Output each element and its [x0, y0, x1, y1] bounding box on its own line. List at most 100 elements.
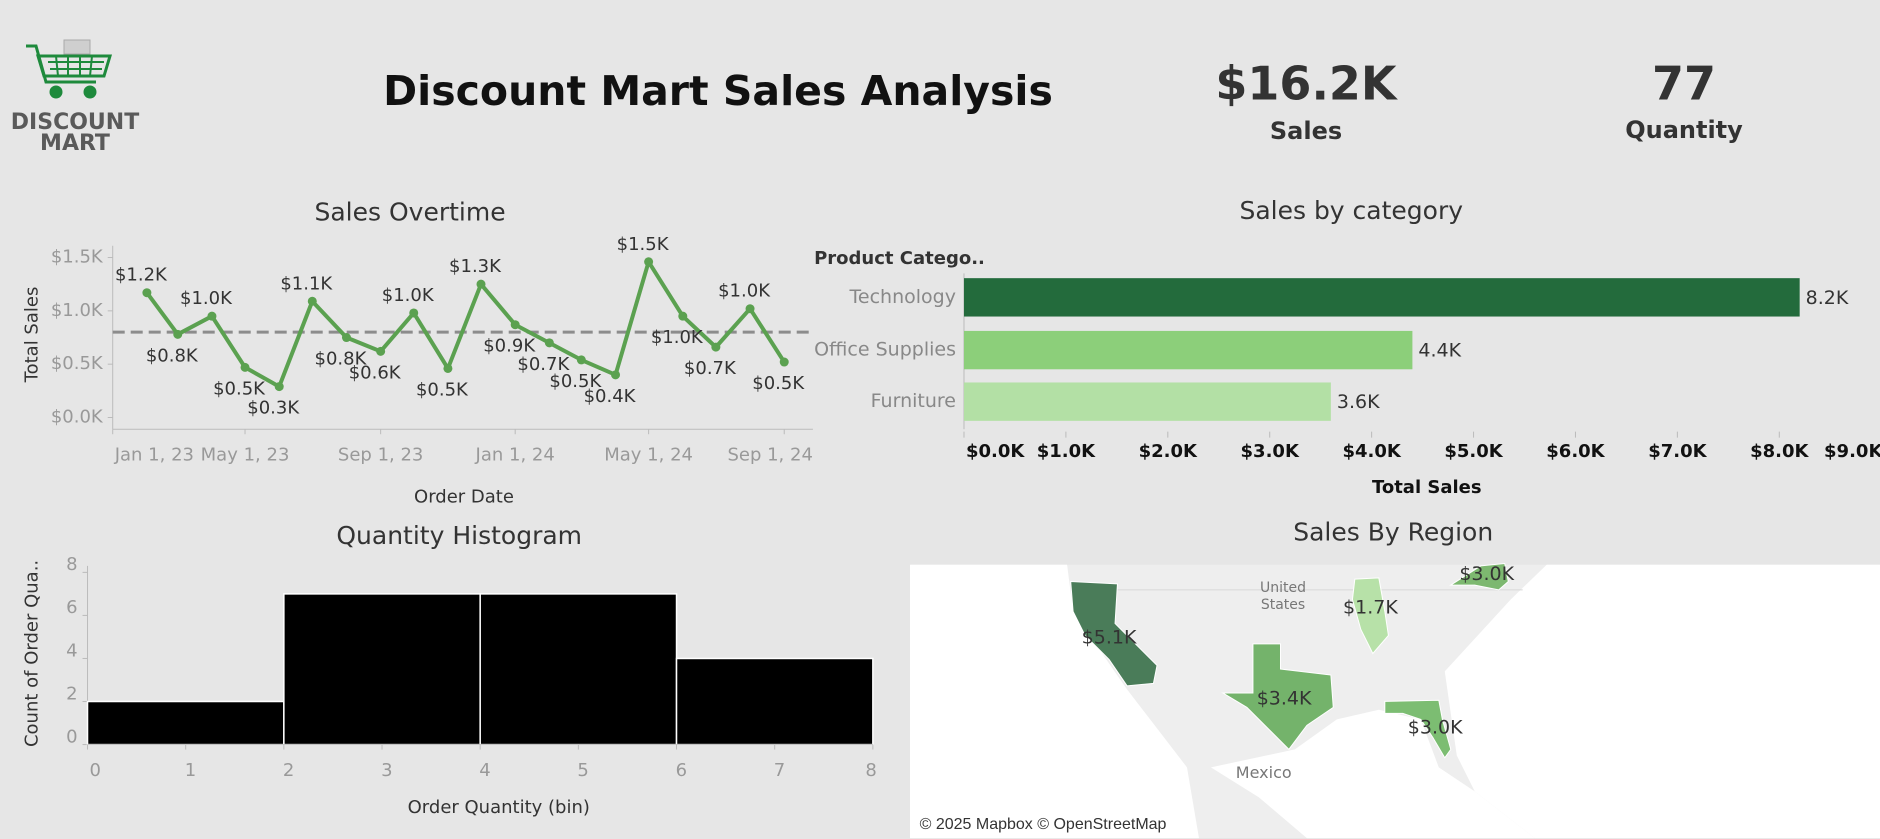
value-label: $0.5K: [549, 371, 602, 392]
map-value-label: $5.1K: [1082, 626, 1137, 648]
x-tick-label: May 1, 24: [604, 445, 693, 466]
x-tick-label: $7.0K: [1648, 441, 1707, 462]
x-tick-label: Sep 1, 23: [338, 445, 423, 466]
map-value-label: $3.0K: [1459, 563, 1514, 585]
value-label: $0.5K: [752, 373, 805, 394]
value-label: $0.4K: [584, 386, 637, 407]
map-region: [1070, 580, 1158, 687]
y-tick-label: 0: [66, 726, 77, 747]
sales-point: [173, 329, 183, 339]
bar: [963, 278, 1800, 317]
y-tick-label: $1.5K: [51, 247, 104, 268]
logo-text: DISCOUNT: [11, 110, 139, 135]
value-label: $1.0K: [651, 327, 704, 348]
x-tick-label: 7: [774, 760, 785, 781]
kpi-label: Sales: [1270, 117, 1342, 145]
bar: [963, 330, 1413, 370]
x-tick-label: 6: [676, 760, 687, 781]
value-label: $0.7K: [684, 358, 737, 379]
x-tick-label: $9.0K: [1824, 441, 1880, 462]
map-value-label: $1.7K: [1343, 596, 1398, 618]
map-water: [1444, 564, 1880, 839]
row-header: Product Catego..: [814, 248, 985, 269]
dashboard-title: Discount Mart Sales Analysis: [383, 67, 1053, 115]
category-label: Furniture: [871, 390, 956, 412]
histogram-bar: [283, 593, 481, 746]
map-place-label: United States: [1260, 580, 1306, 613]
map-value-label: $3.0K: [1408, 716, 1463, 738]
sales-point: [142, 288, 152, 298]
x-tick-label: $4.0K: [1342, 441, 1401, 462]
value-label: $0.5K: [213, 378, 266, 399]
kpi-label: Quantity: [1625, 116, 1743, 144]
x-tick-label: 8: [865, 760, 876, 781]
sales-point: [678, 311, 688, 321]
map-attribution: © 2025 Mapbox © OpenStreetMap: [920, 816, 1167, 833]
sales-point: [510, 320, 520, 330]
x-tick-label: Sep 1, 24: [727, 445, 812, 466]
x-tick-label: $5.0K: [1444, 441, 1503, 462]
value-label: 3.6K: [1337, 391, 1380, 413]
chart-title: Sales By Region: [1293, 518, 1493, 547]
value-label: $1.0K: [382, 285, 435, 306]
y-tick-label: 8: [66, 554, 77, 575]
sales-point: [544, 338, 554, 348]
sales-point: [376, 346, 386, 356]
x-tick-label: Jan 1, 23: [114, 445, 194, 466]
sales-point: [240, 362, 250, 372]
sales-line: [145, 259, 786, 389]
sales-point: [644, 257, 654, 267]
map-region: [1351, 577, 1389, 655]
chart-title: Sales Overtime: [314, 197, 505, 226]
sales-point: [576, 355, 586, 365]
histogram-bar: [479, 593, 678, 746]
y-tick-label: $1.0K: [51, 300, 104, 321]
y-tick-label: $0.5K: [51, 353, 104, 374]
x-tick-label: $2.0K: [1139, 441, 1198, 462]
value-label: $0.8K: [146, 345, 199, 366]
sales-point: [409, 308, 419, 318]
value-label: 8.2K: [1806, 287, 1849, 309]
x-axis-title: Order Quantity (bin): [408, 797, 590, 818]
sales-point: [207, 311, 217, 321]
value-label: $0.6K: [349, 362, 402, 383]
map-region: [1221, 643, 1334, 751]
category-label: Office Supplies: [814, 339, 956, 361]
sales-point: [711, 342, 721, 352]
sales-point: [476, 279, 486, 289]
map-water: [910, 564, 1199, 839]
x-tick-label: 3: [381, 760, 392, 781]
value-label: $1.3K: [449, 256, 502, 277]
y-tick-label: 2: [66, 683, 77, 704]
y-tick-label: 4: [66, 640, 77, 661]
sales-point: [779, 357, 789, 367]
value-label: $0.5K: [416, 379, 469, 400]
chart-title: Sales by category: [1239, 196, 1463, 225]
kpi-value: $16.2K: [1215, 57, 1399, 111]
map-region: [1449, 562, 1509, 591]
sales-point: [443, 363, 453, 373]
sales-point: [611, 370, 621, 380]
x-tick-label: 5: [577, 760, 588, 781]
histogram-bar: [86, 700, 285, 746]
category-label: Technology: [849, 286, 956, 308]
histogram-bar: [675, 657, 874, 746]
x-axis-title: Total Sales: [1372, 477, 1482, 498]
value-label: $1.1K: [280, 273, 333, 294]
x-tick-label: 0: [90, 760, 101, 781]
value-label: $1.2K: [115, 265, 168, 286]
value-label: $1.0K: [718, 281, 771, 302]
kpi-value: 77: [1652, 57, 1716, 111]
value-label: $1.0K: [180, 288, 233, 309]
x-tick-label: 1: [185, 760, 196, 781]
sales-point: [307, 296, 317, 306]
value-label: $0.7K: [517, 354, 570, 375]
x-axis-title: Order Date: [414, 487, 514, 508]
x-tick-label: $1.0K: [1037, 441, 1096, 462]
x-tick-label: $6.0K: [1546, 441, 1605, 462]
x-tick-label: $8.0K: [1750, 441, 1809, 462]
map-water: [1210, 709, 1535, 839]
y-tick-label: 6: [66, 597, 77, 618]
